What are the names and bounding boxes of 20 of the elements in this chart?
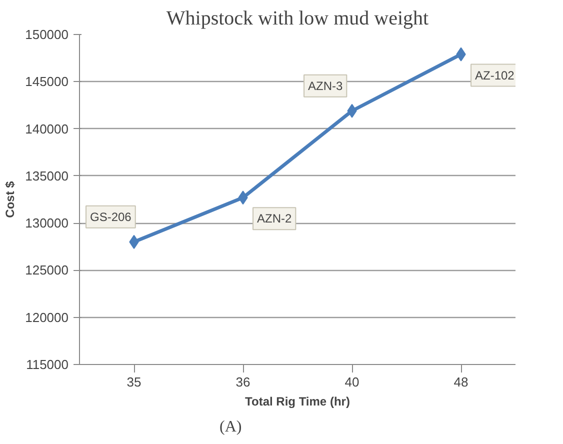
- annotation: GS-206: [90, 210, 132, 224]
- y-axis-title: Cost $: [3, 180, 18, 218]
- x-tick-label: 35: [126, 374, 142, 390]
- chart-title: Whipstock with low mud weight: [166, 8, 430, 30]
- y-tick-label: 135000: [25, 168, 69, 184]
- x-tick-label: 40: [344, 374, 360, 390]
- x-axis-title: Total Rig Time (hr): [245, 394, 350, 408]
- text: (A): [220, 418, 242, 436]
- y-tick-label: 115000: [26, 357, 69, 372]
- y-tick-label: 130000: [25, 216, 69, 231]
- y-tick-label: 125000: [25, 262, 69, 278]
- y-tick-label: 145000: [25, 74, 69, 90]
- x-tick-label: 36: [236, 374, 250, 390]
- y-tick-label: 120000: [25, 310, 69, 325]
- annotation: AZ-102: [475, 68, 515, 82]
- annotation: AZN-2: [257, 212, 292, 226]
- y-tick-label: 150000: [25, 27, 69, 42]
- x-tick-label: 48: [454, 374, 468, 390]
- y-tick-label: 140000: [25, 121, 69, 136]
- annotation: AZN-3: [308, 78, 343, 93]
